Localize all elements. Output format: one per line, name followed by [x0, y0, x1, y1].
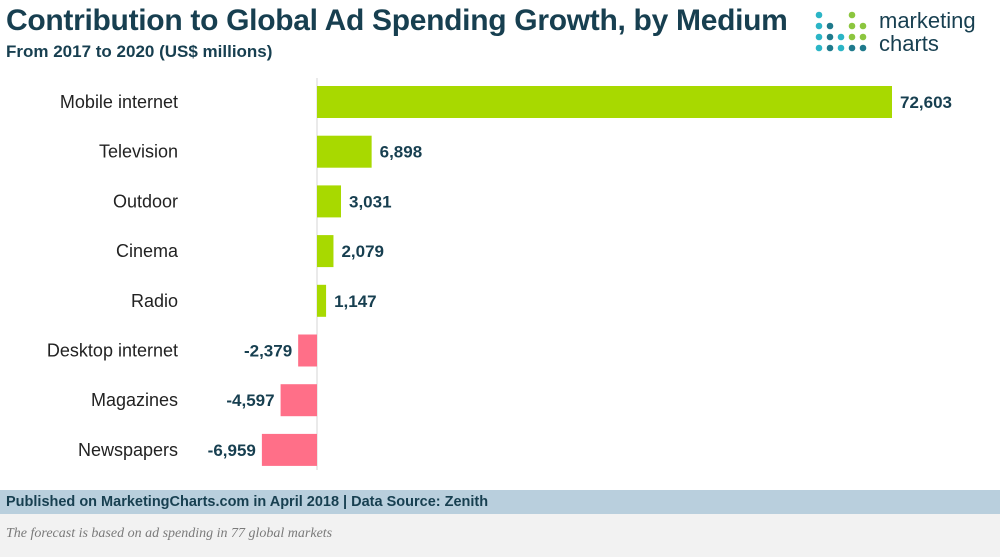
logo-dot [815, 11, 823, 19]
bar-magazines [280, 384, 317, 417]
bar-chart-svg: Mobile internet 72,603 Television 6,898 Outd… [47, 78, 952, 470]
category-label: Outdoor [113, 191, 178, 211]
marketingcharts-logo: marketing charts [815, 9, 1000, 61]
footer-source: Published on MarketingCharts.com in Apri… [0, 490, 1000, 514]
bar-television [317, 135, 372, 168]
logo-dot [815, 33, 823, 41]
logo-dot [815, 44, 823, 52]
logo-dot [826, 22, 834, 30]
logo-dot [859, 33, 867, 41]
category-label: Radio [131, 291, 178, 311]
value-label: -4,597 [226, 391, 274, 410]
logo-dot [815, 22, 823, 30]
logo-dots-icon [815, 11, 867, 52]
category-label: Cinema [116, 241, 179, 261]
chart-title: Contribution to Global Ad Spending Growt… [6, 4, 788, 37]
logo-dot [859, 44, 867, 52]
category-label: Newspapers [78, 440, 178, 460]
category-label: Magazines [91, 390, 178, 410]
chart-subtitle: From 2017 to 2020 (US$ millions) [6, 42, 273, 61]
logo-dot [837, 33, 845, 41]
logo-wordmark: marketing charts [879, 9, 976, 55]
category-label: Mobile internet [60, 92, 178, 112]
bar-desktop-internet [298, 334, 317, 367]
bar-cinema [317, 235, 334, 268]
value-label: -2,379 [244, 342, 292, 361]
logo-dot [859, 22, 867, 30]
bar-outdoor [317, 185, 342, 218]
value-label: 1,147 [334, 292, 377, 311]
logo-line-2: charts [879, 31, 939, 56]
value-label: 72,603 [900, 93, 952, 112]
category-label: Television [99, 142, 178, 162]
logo-line-1: marketing [879, 8, 976, 33]
value-label: 6,898 [380, 143, 423, 162]
logo-dot [848, 44, 856, 52]
logo-dot [848, 22, 856, 30]
logo-dot [848, 33, 856, 41]
bar-newspapers [261, 433, 317, 466]
value-label: 3,031 [349, 192, 392, 211]
footer-note: The forecast is based on ad spending in … [0, 514, 1000, 557]
logo-dot [826, 33, 834, 41]
bar-radio [317, 284, 327, 317]
logo-dot [848, 11, 856, 19]
value-label: -6,959 [208, 441, 256, 460]
logo-dot [826, 44, 834, 52]
bar-chart: Mobile internet 72,603 Television 6,898 Outd… [0, 70, 1000, 480]
logo-dot [837, 44, 845, 52]
bar-mobile-internet [317, 86, 892, 118]
value-label: 2,079 [341, 242, 384, 261]
category-label: Desktop internet [47, 341, 178, 361]
